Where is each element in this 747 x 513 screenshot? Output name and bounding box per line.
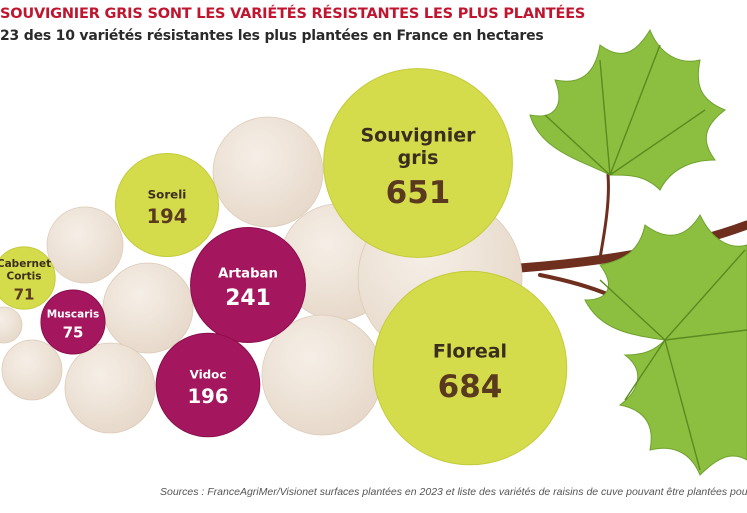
- bubble-artaban: [190, 227, 306, 343]
- pale-grape: [0, 306, 23, 344]
- grape-artaban: Artaban 241: [190, 227, 306, 343]
- grape-muscaris: Muscaris 75: [40, 289, 106, 355]
- chart-subtitle: 23 des 10 variétés résistantes les plus …: [0, 28, 544, 44]
- bubble-souvignier-gris: [323, 68, 513, 258]
- pale-grape: [102, 262, 194, 354]
- value-muscaris: 75: [63, 323, 84, 341]
- chart-title: SOUVIGNIER GRIS SONT LES VARIÉTÉS RÉSIST…: [0, 6, 586, 22]
- grape-floreal: Floreal 684: [372, 270, 568, 466]
- source-note: Sources : FranceAgriMer/Visionet surface…: [160, 486, 747, 498]
- label-souvignier-gris-line-1: Souvignier: [360, 124, 476, 146]
- vine-leaf-top: [529, 28, 727, 191]
- label-vidoc: Vidoc: [190, 367, 227, 381]
- value-floreal: 684: [438, 369, 503, 405]
- grape-vidoc: Vidoc 196: [155, 332, 261, 438]
- label-soreli: Soreli: [148, 187, 187, 201]
- value-souvignier-gris: 651: [386, 175, 451, 211]
- pale-grape: [64, 342, 156, 434]
- value-artaban: 241: [225, 286, 271, 311]
- bubble-soreli: [114, 152, 220, 258]
- label-floreal: Floreal: [433, 341, 507, 363]
- label-cabernet-cortis-line-2: Cortis: [7, 271, 42, 283]
- label-muscaris: Muscaris: [47, 308, 100, 320]
- pale-grape: [1, 339, 63, 401]
- vine-leaf-bottom: [584, 213, 747, 476]
- value-cabernet-cortis: 71: [14, 286, 35, 304]
- pale-grape: [46, 206, 124, 284]
- value-vidoc: 196: [187, 385, 228, 408]
- pale-grape: [212, 116, 324, 228]
- label-souvignier-gris-line-2: gris: [398, 147, 439, 169]
- label-cabernet-cortis-line-1: Cabernet: [0, 258, 51, 270]
- bubble-muscaris: [40, 289, 106, 355]
- label-artaban: Artaban: [218, 267, 278, 282]
- bubble-cabernet-cortis: [0, 246, 56, 310]
- value-soreli: 194: [147, 205, 188, 228]
- bubble-floreal: [372, 270, 568, 466]
- grape-soreli: Soreli 194: [114, 152, 220, 258]
- leaf-stem-top: [598, 173, 610, 260]
- bubble-vidoc: [155, 332, 261, 438]
